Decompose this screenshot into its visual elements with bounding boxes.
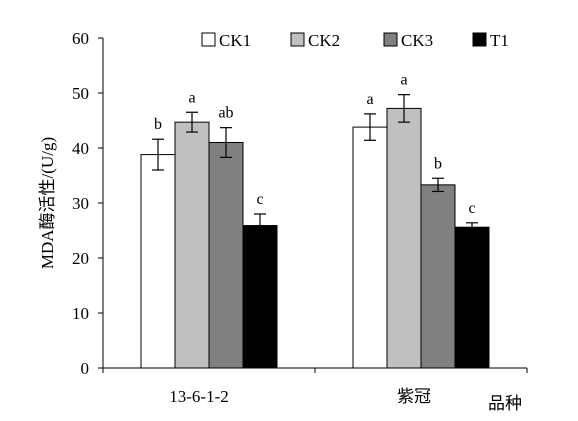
y-tick-label: 20 [72,249,89,268]
significance-label: b [154,116,162,133]
legend-swatch [472,32,487,47]
bar [420,184,456,369]
significance-label: b [434,155,442,172]
bar [352,126,388,369]
bar [242,225,278,369]
bar [454,226,490,369]
significance-label: c [468,200,475,217]
legend-label: CK1 [219,31,251,50]
legend-label: CK3 [401,31,433,50]
x-category-label: 紫冠 [397,387,431,406]
x-category-label: 13-6-1-2 [169,387,228,406]
legend-swatch [290,32,305,47]
bar [174,121,210,369]
x-axis-label: 品种 [488,394,522,413]
legend: CK1 CK2 CK3 T1 [201,31,509,50]
legend-swatch [383,32,398,47]
significance-label: a [400,72,407,89]
y-tick-label: 30 [72,194,89,213]
legend-swatch [201,32,216,47]
bar [208,142,244,369]
significance-label: a [188,89,195,106]
legend-label: T1 [490,31,509,50]
y-tick-label: 60 [72,29,89,48]
significance-label: a [366,91,373,108]
axes: 0 10 20 30 40 50 60 13-6-1-2 紫冠 [72,29,528,406]
legend-label: CK2 [308,31,340,50]
significance-label: c [256,191,263,208]
y-axis-label: MDA酶活性/(U/g) [38,137,57,269]
y-tick-label: 10 [72,304,89,323]
bar [386,107,422,369]
y-tick-label: 0 [81,359,90,378]
y-tick-label: 40 [72,139,89,158]
bar [140,154,176,369]
significance-label: ab [218,105,233,122]
y-tick-label: 50 [72,84,89,103]
